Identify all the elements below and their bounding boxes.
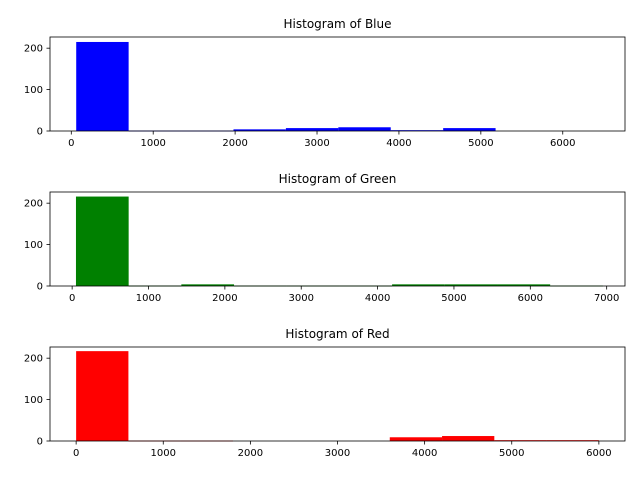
x-tick-label: 2000 <box>222 138 247 149</box>
x-tick-label: 5000 <box>468 138 493 149</box>
histogram-bar <box>338 127 391 131</box>
x-tick-label: 2000 <box>238 448 263 459</box>
x-tick-label: 4000 <box>386 138 411 149</box>
y-tick-label: 0 <box>37 282 43 293</box>
histogram-bar <box>392 284 445 286</box>
x-tick-label: 6000 <box>518 293 543 304</box>
x-tick-label: 0 <box>69 293 75 304</box>
x-tick-label: 3000 <box>325 448 350 459</box>
histogram-bar <box>444 284 498 286</box>
histogram-bar <box>497 284 551 286</box>
y-tick-label: 100 <box>24 395 43 406</box>
x-tick-label: 1000 <box>140 138 165 149</box>
x-tick-label: 4000 <box>412 448 437 459</box>
x-tick-label: 2000 <box>212 293 237 304</box>
y-tick-label: 200 <box>24 354 43 365</box>
histogram-bar <box>546 440 599 441</box>
y-tick-label: 100 <box>24 240 43 251</box>
chart-title: Histogram of Green <box>279 172 397 186</box>
x-tick-label: 3000 <box>289 293 314 304</box>
x-tick-label: 4000 <box>365 293 390 304</box>
histogram-bar <box>76 351 129 441</box>
histogram-bar <box>443 128 496 131</box>
histogram-bar <box>442 436 495 441</box>
y-tick-label: 200 <box>24 44 43 55</box>
histogram-bar <box>75 196 129 286</box>
x-tick-label: 5000 <box>499 448 524 459</box>
histogram-bar <box>494 440 547 441</box>
x-tick-label: 0 <box>68 138 74 149</box>
y-tick-label: 0 <box>37 127 43 138</box>
x-tick-label: 7000 <box>594 293 619 304</box>
histogram-bar <box>233 129 286 131</box>
x-tick-label: 0 <box>73 448 79 459</box>
histogram-bar <box>76 41 129 131</box>
x-tick-label: 6000 <box>550 138 575 149</box>
x-tick-label: 1000 <box>136 293 161 304</box>
histogram-bar <box>181 284 235 286</box>
y-tick-label: 0 <box>37 437 43 448</box>
x-tick-label: 3000 <box>304 138 329 149</box>
chart-title: Histogram of Red <box>285 327 389 341</box>
x-tick-label: 5000 <box>441 293 466 304</box>
y-tick-label: 100 <box>24 85 43 96</box>
x-tick-label: 6000 <box>586 448 611 459</box>
axes-frame <box>49 191 626 287</box>
axes-frame <box>49 346 626 442</box>
histogram-bar <box>389 437 443 441</box>
axes-frame <box>49 36 626 132</box>
x-tick-label: 1000 <box>151 448 176 459</box>
chart-title: Histogram of Blue <box>284 17 392 31</box>
histogram-bar <box>390 130 444 131</box>
histogram-bar <box>285 128 339 131</box>
y-tick-label: 200 <box>24 199 43 210</box>
